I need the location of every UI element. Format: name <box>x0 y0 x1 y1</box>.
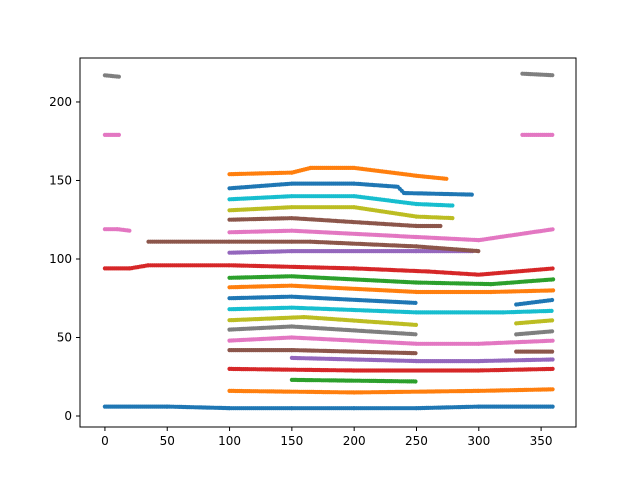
series-19 <box>227 194 455 208</box>
series-20 <box>227 181 474 197</box>
series-5 <box>227 348 555 356</box>
series-23 <box>102 71 555 79</box>
data-point <box>550 73 555 78</box>
data-point <box>551 277 556 282</box>
data-point <box>550 338 555 343</box>
series-7 <box>227 324 555 337</box>
data-point <box>444 176 449 181</box>
series-14 <box>227 249 475 255</box>
data-point <box>127 228 132 233</box>
y-tick-label: 0 <box>64 409 72 423</box>
series-21 <box>227 165 449 181</box>
series-11 <box>227 283 556 295</box>
data-point <box>550 318 555 323</box>
x-axis: 0 50 100 150 200 250 300 350 <box>101 427 553 448</box>
plot-frame <box>79 57 577 428</box>
y-tick-label: 100 <box>49 252 72 266</box>
x-tick-label: 50 <box>160 434 175 448</box>
data-point <box>550 349 555 354</box>
data-point <box>550 297 555 303</box>
series-12 <box>227 274 556 287</box>
data-point <box>550 266 555 271</box>
x-tick-label: 300 <box>467 434 490 448</box>
data-point <box>550 227 555 232</box>
x-tick-label: 350 <box>530 434 553 448</box>
y-tick-label: 200 <box>49 95 72 109</box>
chart-marks <box>102 71 556 411</box>
data-point <box>549 308 554 313</box>
data-point <box>550 357 555 362</box>
series-1 <box>227 387 555 395</box>
series-13 <box>102 263 555 277</box>
x-tick-label: 200 <box>343 434 366 448</box>
data-point <box>550 387 555 392</box>
series-3 <box>227 366 555 373</box>
x-tick-label: 100 <box>218 434 241 448</box>
data-point <box>450 216 455 221</box>
series-8 <box>227 315 555 327</box>
y-tick-label: 50 <box>57 330 72 344</box>
series-10 <box>227 294 555 307</box>
data-point <box>413 322 419 327</box>
data-point <box>450 203 455 208</box>
y-tick-label: 150 <box>49 173 72 187</box>
data-point <box>550 329 555 334</box>
x-tick-label: 150 <box>280 434 303 448</box>
data-point <box>413 351 418 356</box>
series-4 <box>289 355 555 364</box>
data-point <box>438 223 443 229</box>
data-point <box>550 132 555 137</box>
data-point <box>551 288 556 293</box>
data-point <box>413 300 418 305</box>
series-0 <box>102 404 555 411</box>
x-tick-label: 250 <box>405 434 428 448</box>
data-point <box>476 249 481 254</box>
series-17 <box>227 216 443 229</box>
data-point <box>116 132 121 137</box>
series-9 <box>227 305 554 315</box>
series-2 <box>289 377 418 384</box>
series-6 <box>227 335 555 346</box>
data-point <box>550 404 555 409</box>
series-16 <box>102 227 555 243</box>
series-15 <box>146 239 481 254</box>
data-point <box>413 379 418 384</box>
data-point <box>469 192 474 197</box>
data-point <box>116 74 121 79</box>
series-22 <box>102 132 555 137</box>
y-axis: 0 50 100 150 200 <box>49 95 80 423</box>
data-point <box>413 332 418 337</box>
data-point <box>550 366 555 371</box>
x-tick-label: 0 <box>101 434 109 448</box>
series-18 <box>227 205 455 221</box>
